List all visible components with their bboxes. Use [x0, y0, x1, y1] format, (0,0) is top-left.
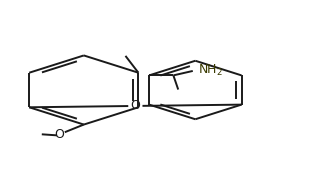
Text: O: O — [130, 100, 140, 112]
Text: NH$_2$: NH$_2$ — [198, 63, 223, 78]
Text: O: O — [55, 128, 65, 141]
